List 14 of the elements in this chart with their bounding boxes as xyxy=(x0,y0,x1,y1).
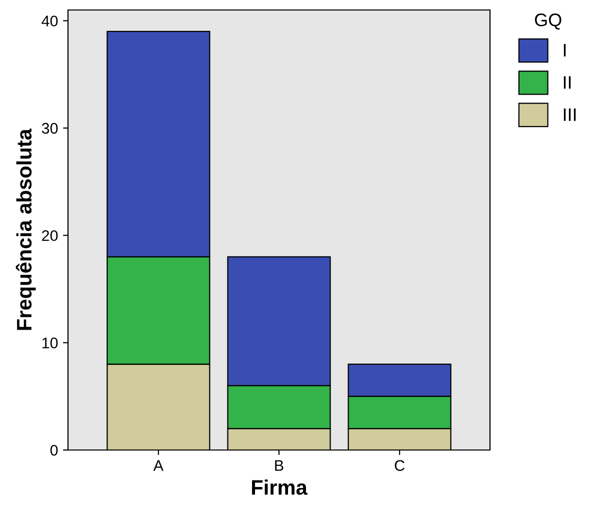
x-tick-label: A xyxy=(153,460,164,471)
x-axis-title: Firma xyxy=(252,480,308,495)
x-tick-label: B xyxy=(275,460,284,471)
x-tick-label: C xyxy=(394,460,405,471)
y-axis-title: Frequência absoluta xyxy=(16,128,36,330)
y-tick-label: 30 xyxy=(42,122,58,134)
legend-label: II xyxy=(564,76,571,89)
y-tick-label: 0 xyxy=(50,444,58,456)
legend-label: III xyxy=(564,108,576,121)
y-tick-label: 20 xyxy=(42,230,58,242)
y-tick-label: 40 xyxy=(42,16,58,26)
legend-label: I xyxy=(564,44,566,56)
legend-title: GQ xyxy=(534,14,562,30)
y-tick-label: 10 xyxy=(42,338,58,348)
